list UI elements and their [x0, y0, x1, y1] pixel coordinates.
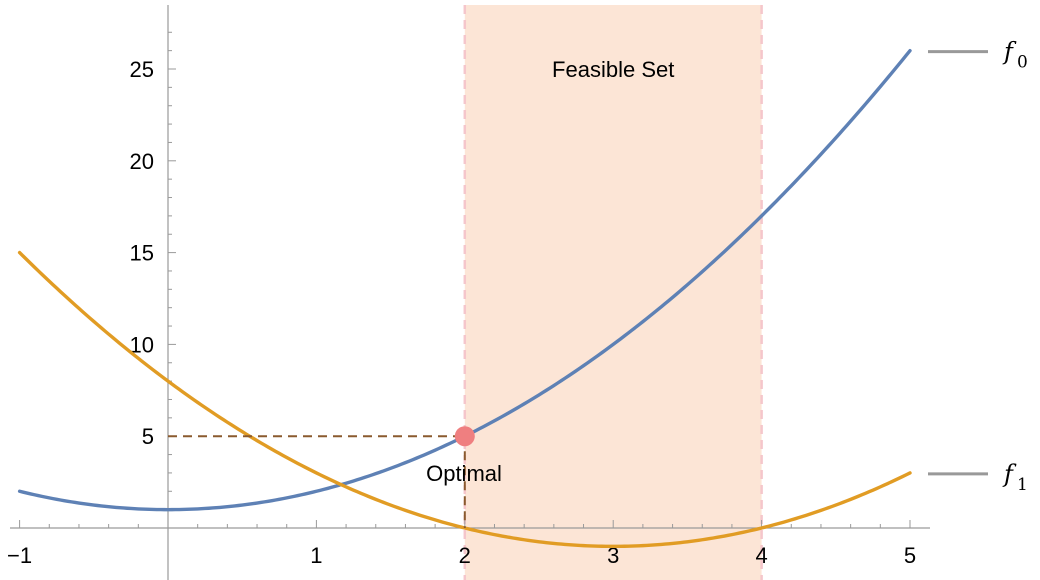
legend-label: f — [1002, 460, 1017, 488]
x-tick-label: 1 — [310, 543, 322, 568]
legend-label-subscript: 0 — [1017, 53, 1028, 73]
x-tick-label: 5 — [904, 543, 916, 568]
x-tick-label: 3 — [607, 543, 619, 568]
x-tick-label: −1 — [7, 543, 32, 568]
optimal-point — [454, 426, 475, 447]
optimal-label: Optimal — [426, 461, 502, 486]
y-tick-label: 25 — [130, 57, 154, 82]
x-tick-label: 4 — [755, 543, 767, 568]
legend-label: f — [1002, 38, 1017, 66]
feasible-set-label: Feasible Set — [552, 57, 674, 82]
feasible-region — [464, 5, 762, 580]
legend-label-subscript: 1 — [1017, 475, 1028, 495]
y-tick-label: 20 — [130, 149, 154, 174]
y-tick-label: 5 — [142, 424, 154, 449]
x-tick-label: 2 — [459, 543, 471, 568]
y-tick-label: 15 — [130, 241, 154, 266]
